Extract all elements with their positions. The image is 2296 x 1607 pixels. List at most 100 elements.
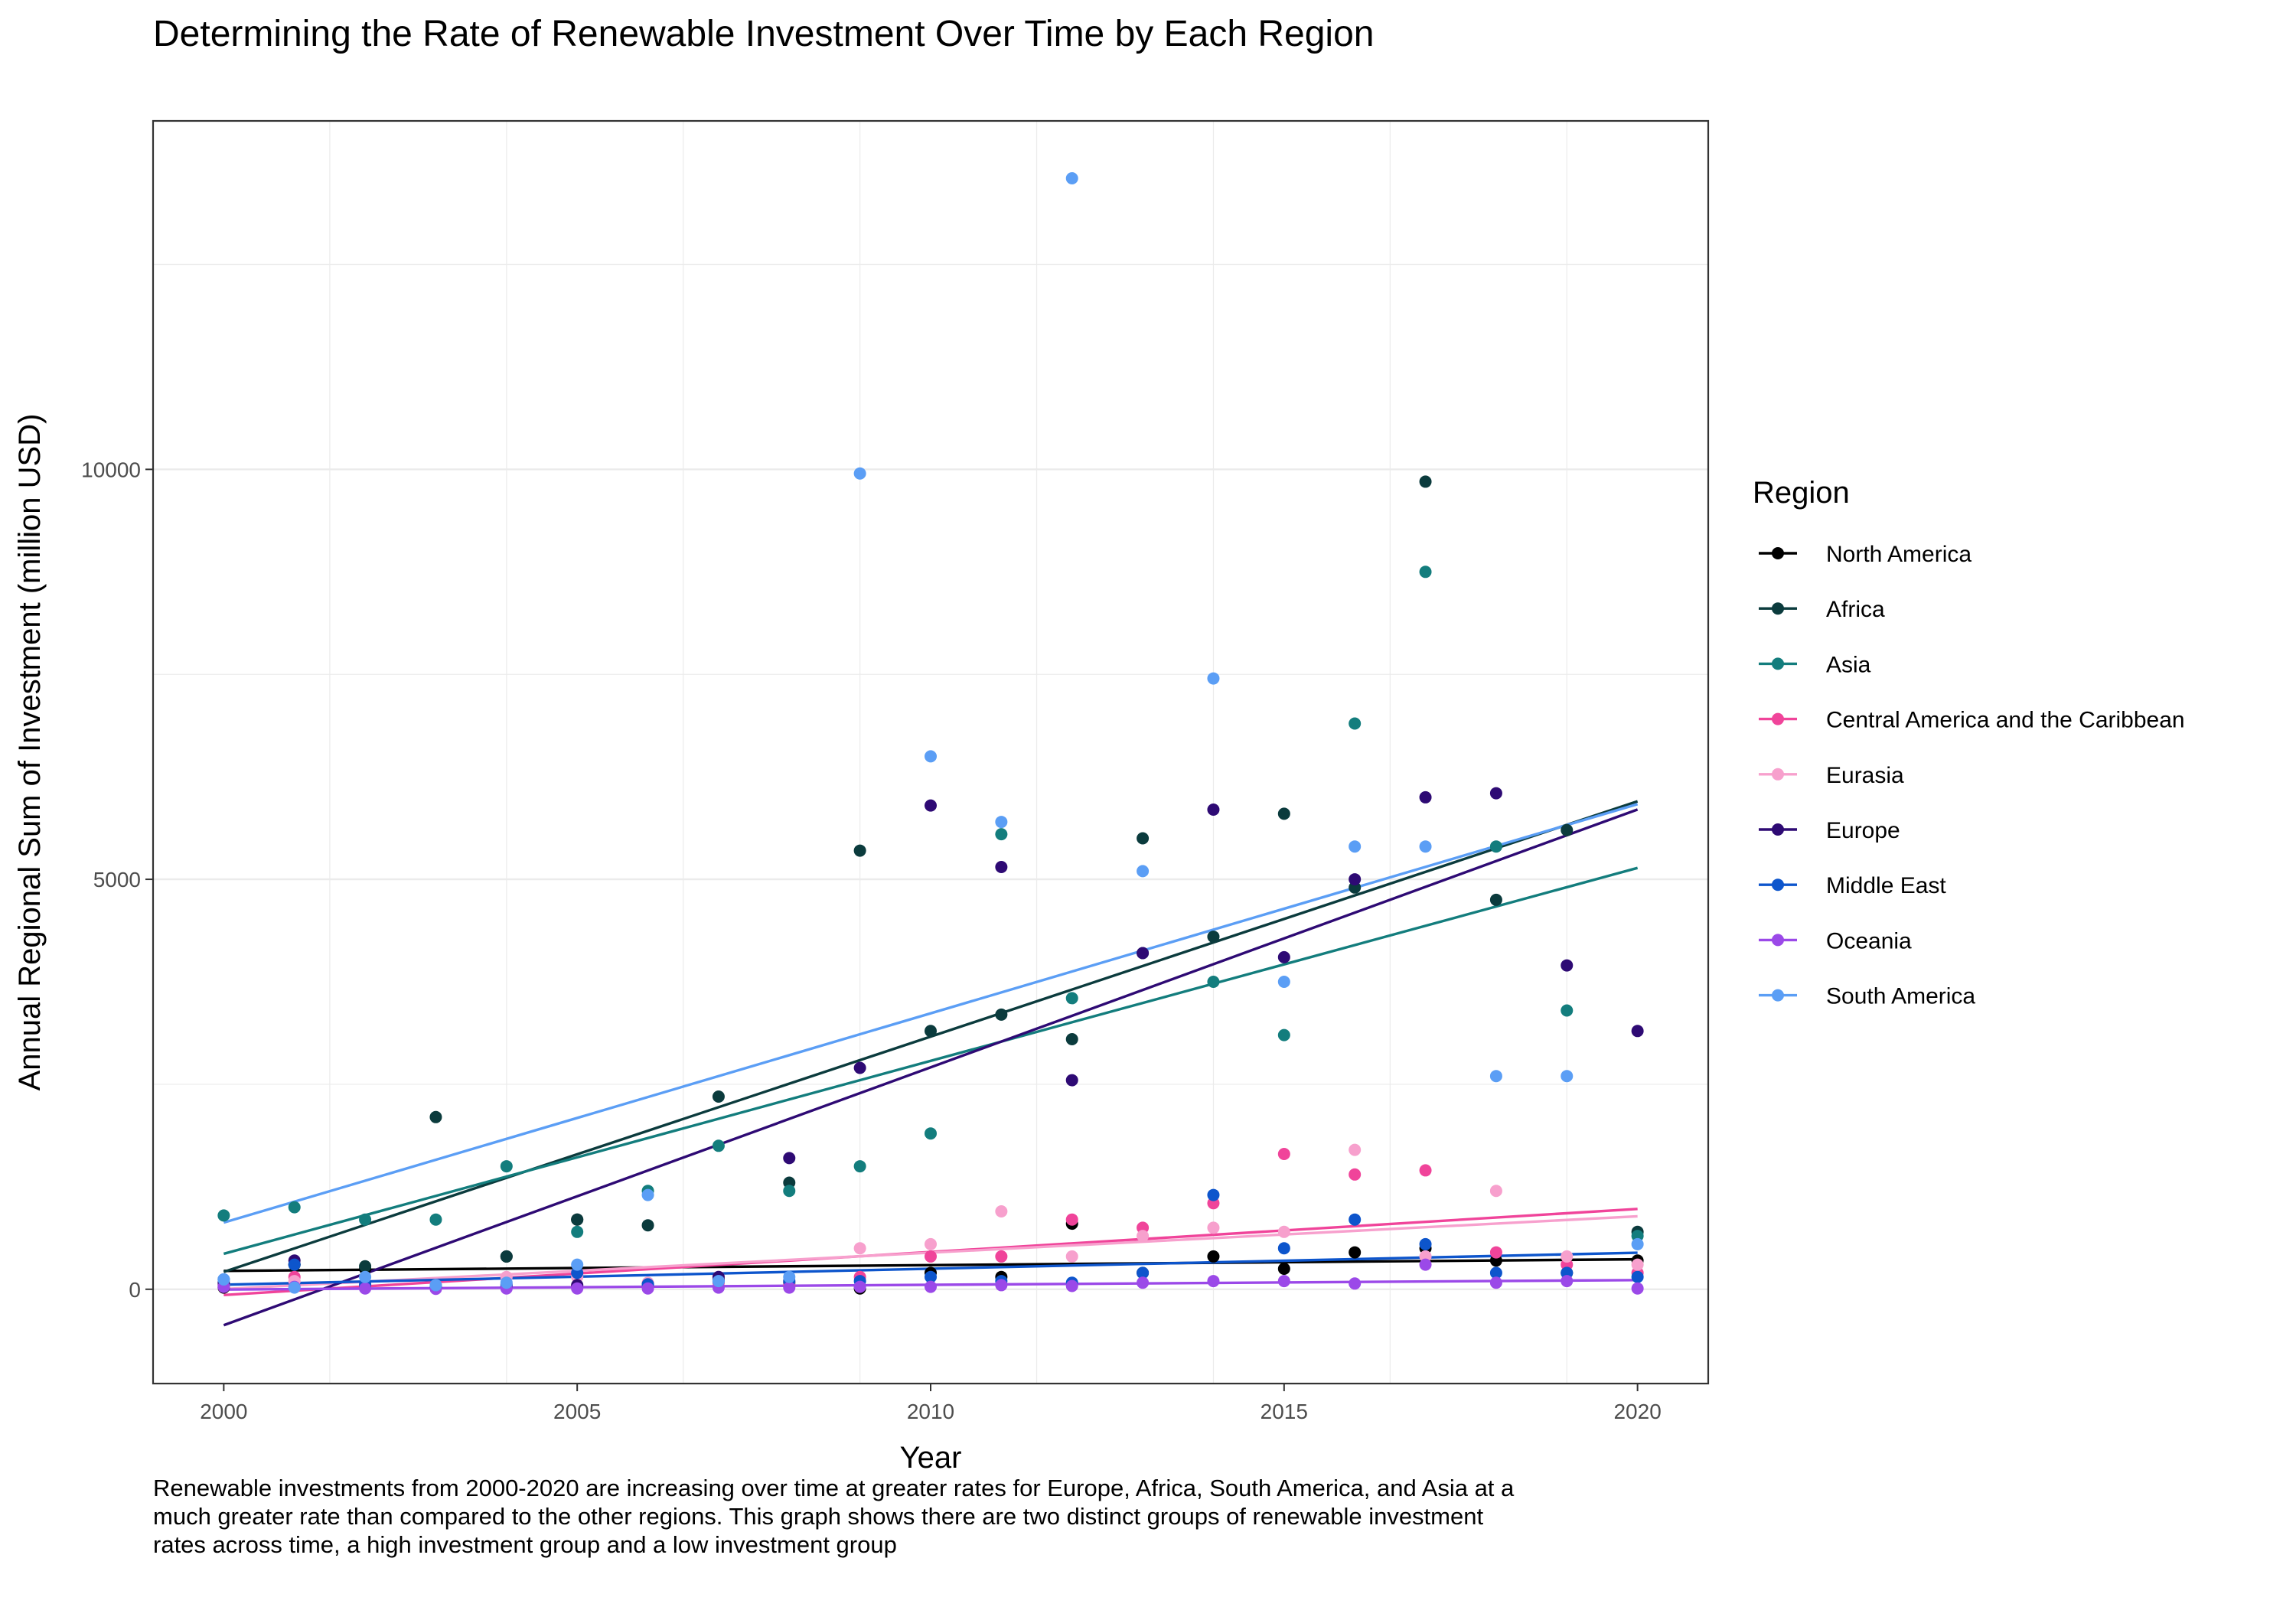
legend-key-dot <box>1772 657 1784 670</box>
data-point <box>217 1273 230 1286</box>
chart-title: Determining the Rate of Renewable Invest… <box>153 14 1375 54</box>
data-point <box>429 1213 442 1226</box>
data-point <box>1207 672 1220 685</box>
data-point <box>783 1281 796 1294</box>
data-point <box>1065 1250 1078 1263</box>
y-tick-label: 10000 <box>81 458 141 481</box>
legend-item: South America <box>1759 984 1975 1009</box>
data-point <box>571 1225 584 1238</box>
data-point <box>1065 172 1078 184</box>
data-point <box>571 1258 584 1271</box>
data-point <box>925 750 937 763</box>
x-tick-label: 2000 <box>200 1400 247 1423</box>
legend-key-dot <box>1772 934 1784 947</box>
data-point <box>1137 1266 1150 1279</box>
data-point <box>925 799 937 812</box>
legend-item: Central America and the Caribbean <box>1759 708 2185 733</box>
data-point <box>500 1250 513 1263</box>
data-point <box>712 1090 725 1103</box>
data-point <box>429 1110 442 1123</box>
data-point <box>1137 947 1150 960</box>
data-point <box>1349 1277 1362 1290</box>
data-point <box>288 1258 301 1271</box>
data-point <box>1277 1263 1290 1275</box>
data-point <box>1277 1275 1290 1288</box>
data-point <box>1489 1266 1502 1279</box>
data-point <box>641 1188 654 1201</box>
data-point <box>783 1270 796 1283</box>
data-point <box>359 1213 372 1226</box>
data-point <box>1137 865 1150 878</box>
data-point <box>1207 1221 1220 1234</box>
data-point <box>1419 840 1432 853</box>
legend-label: Eurasia <box>1826 763 1904 788</box>
data-point <box>1137 832 1150 845</box>
data-point <box>1489 893 1502 906</box>
data-point <box>1277 950 1290 963</box>
legend-label: Asia <box>1826 652 1871 677</box>
data-point <box>1419 566 1432 579</box>
data-point <box>1065 1213 1078 1226</box>
data-point <box>1349 1143 1362 1156</box>
data-point <box>853 1061 866 1074</box>
legend-item: Asia <box>1759 652 1871 677</box>
data-point <box>1207 1275 1220 1288</box>
legend-item: Africa <box>1759 597 1885 622</box>
data-point <box>1065 992 1078 1005</box>
data-point <box>1561 1070 1574 1083</box>
data-point <box>925 1237 937 1250</box>
data-point <box>1489 787 1502 800</box>
legend-item: Europe <box>1759 818 1900 843</box>
data-point <box>500 1160 513 1173</box>
data-point <box>1277 807 1290 820</box>
x-tick-label: 2010 <box>907 1400 954 1423</box>
data-point <box>1349 717 1362 730</box>
data-point <box>1631 1258 1644 1271</box>
data-point <box>995 816 1008 829</box>
legend-label: South America <box>1826 984 1975 1009</box>
data-point <box>995 1008 1008 1021</box>
data-point <box>995 1250 1008 1263</box>
data-point <box>1277 976 1290 988</box>
data-point <box>1419 790 1432 804</box>
data-point <box>571 1213 584 1226</box>
legend-key-dot <box>1772 768 1784 781</box>
legend: Region North America Africa Asia Central Am… <box>1753 476 2185 1009</box>
data-point <box>1561 1250 1574 1263</box>
data-points <box>217 172 1644 1296</box>
data-point <box>925 1250 937 1263</box>
y-axis-title: Annual Regional Sum of Investment (milli… <box>13 414 47 1091</box>
data-point <box>1065 1279 1078 1292</box>
data-point <box>1349 1168 1362 1181</box>
data-point <box>1277 1225 1290 1238</box>
legend-label: Oceania <box>1826 928 1912 953</box>
data-point <box>712 1275 725 1288</box>
legend-label: Middle East <box>1826 873 1946 898</box>
data-point <box>853 467 866 480</box>
data-point <box>853 844 866 857</box>
trend-line-0 <box>223 1257 1638 1273</box>
axes: 2000 2005 2010 2015 2020 0 5000 10000 <box>81 458 1662 1423</box>
data-point <box>1631 1025 1644 1038</box>
legend-key-dot <box>1772 712 1784 725</box>
x-tick-label: 2005 <box>553 1400 601 1423</box>
legend-key-dot <box>1772 547 1784 559</box>
data-point <box>925 1270 937 1283</box>
data-point <box>783 1152 796 1165</box>
data-point <box>359 1270 372 1283</box>
legend-key-dot <box>1772 878 1784 892</box>
legend-item: Eurasia <box>1759 763 1904 788</box>
data-point <box>288 1281 301 1294</box>
data-point <box>217 1209 230 1222</box>
data-point <box>1561 1004 1574 1017</box>
data-point <box>1419 1164 1432 1177</box>
data-point <box>1631 1237 1644 1250</box>
data-point <box>1419 1258 1432 1271</box>
data-point <box>641 1282 654 1295</box>
data-point <box>1561 1275 1574 1288</box>
data-point <box>712 1139 725 1152</box>
legend-key-dot <box>1772 823 1784 836</box>
chart-caption: Renewable investments from 2000-2020 are… <box>153 1475 1515 1558</box>
data-point <box>853 1160 866 1173</box>
